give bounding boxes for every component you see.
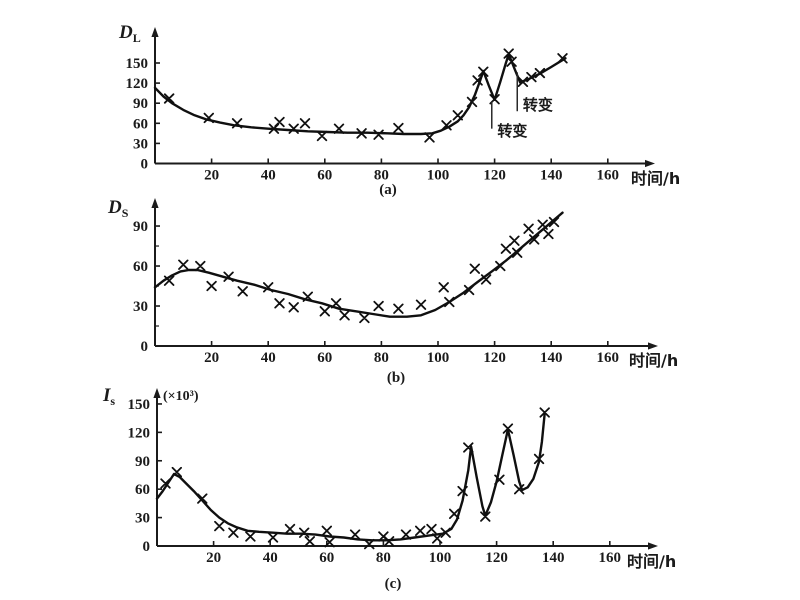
- x-tick-label: 40: [261, 168, 276, 184]
- y-tick-label: 60: [133, 259, 148, 275]
- y-axis-title: DS: [107, 197, 129, 220]
- y-tick-label: 0: [141, 339, 149, 355]
- x-tick-label: 140: [540, 168, 563, 184]
- x-tick-label: 140: [542, 550, 565, 566]
- y-axis-unit: (×10³): [163, 389, 199, 404]
- subplot-caption: (b): [387, 370, 405, 386]
- x-axis-arrow-icon: [648, 542, 658, 550]
- y-tick-label: 0: [143, 539, 151, 555]
- x-tick-label: 160: [597, 350, 620, 366]
- annotation-label: 转变: [497, 122, 527, 140]
- y-tick-label: 60: [133, 116, 148, 132]
- y-tick-label: 90: [133, 96, 148, 112]
- x-tick-label: 100: [427, 350, 450, 366]
- x-tick-label: 160: [599, 550, 622, 566]
- fit-curve: [153, 53, 567, 136]
- x-tick-label: 60: [319, 550, 334, 566]
- x-tick-label: 60: [317, 350, 332, 366]
- data-points: [163, 48, 568, 143]
- data-points: [163, 216, 560, 324]
- y-tick-label: 120: [126, 76, 149, 92]
- x-tick-label: 40: [263, 550, 278, 566]
- x-axis-arrow-icon: [648, 342, 658, 350]
- y-axis-arrow-icon: [151, 198, 159, 208]
- y-tick-label: 30: [133, 136, 148, 152]
- x-axis-title: 时间/h: [627, 552, 676, 571]
- y-tick-label: 30: [135, 511, 150, 527]
- x-tick-label: 120: [485, 550, 508, 566]
- x-tick-label: 80: [374, 168, 389, 184]
- y-tick-label: 90: [135, 454, 150, 470]
- chart-c: 20 40 60 80 100 120 140 160 0 30 60 90 120 150 Is (×10³…: [102, 385, 676, 592]
- x-axis-arrow-icon: [645, 159, 655, 168]
- x-tick-label: 80: [376, 550, 391, 566]
- data-points: [160, 407, 550, 550]
- y-tick-label: 120: [128, 425, 151, 441]
- y-tick-label: 60: [135, 482, 150, 498]
- x-tick-label: 100: [429, 550, 452, 566]
- x-tick-label: 140: [540, 350, 563, 366]
- x-tick-label: 100: [427, 168, 450, 184]
- x-tick-label: 120: [483, 168, 506, 184]
- y-tick-label: 150: [126, 56, 149, 72]
- subplot-caption: (c): [385, 576, 402, 592]
- x-tick-label: 20: [204, 168, 219, 184]
- y-tick-label: 90: [133, 219, 148, 235]
- annotation-label: 转变: [523, 96, 553, 114]
- y-axis-arrow-icon: [151, 27, 159, 37]
- y-tick-label: 30: [133, 299, 148, 315]
- fit-curve: [155, 412, 546, 542]
- y-axis-title: DL: [118, 22, 141, 45]
- x-axis-title: 时间/h: [629, 351, 678, 370]
- y-tick-label: 0: [141, 157, 149, 173]
- chart-a: 20 40 60 80 100 120 140 1600306090120150转变转变DL时…: [118, 22, 680, 198]
- x-axis-title: 时间/h: [631, 169, 680, 188]
- x-tick-label: 60: [317, 168, 332, 184]
- x-tick-label: 20: [204, 350, 219, 366]
- x-tick-label: 120: [483, 350, 506, 366]
- x-tick-label: 80: [374, 350, 389, 366]
- y-axis-arrow-icon: [153, 388, 161, 398]
- x-tick-label: 40: [261, 350, 276, 366]
- y-tick-label: 150: [128, 397, 151, 413]
- x-tick-label: 20: [206, 550, 221, 566]
- subplot-caption: (a): [379, 182, 397, 198]
- y-axis-title: Is: [102, 385, 115, 408]
- x-tick-label: 160: [597, 168, 620, 184]
